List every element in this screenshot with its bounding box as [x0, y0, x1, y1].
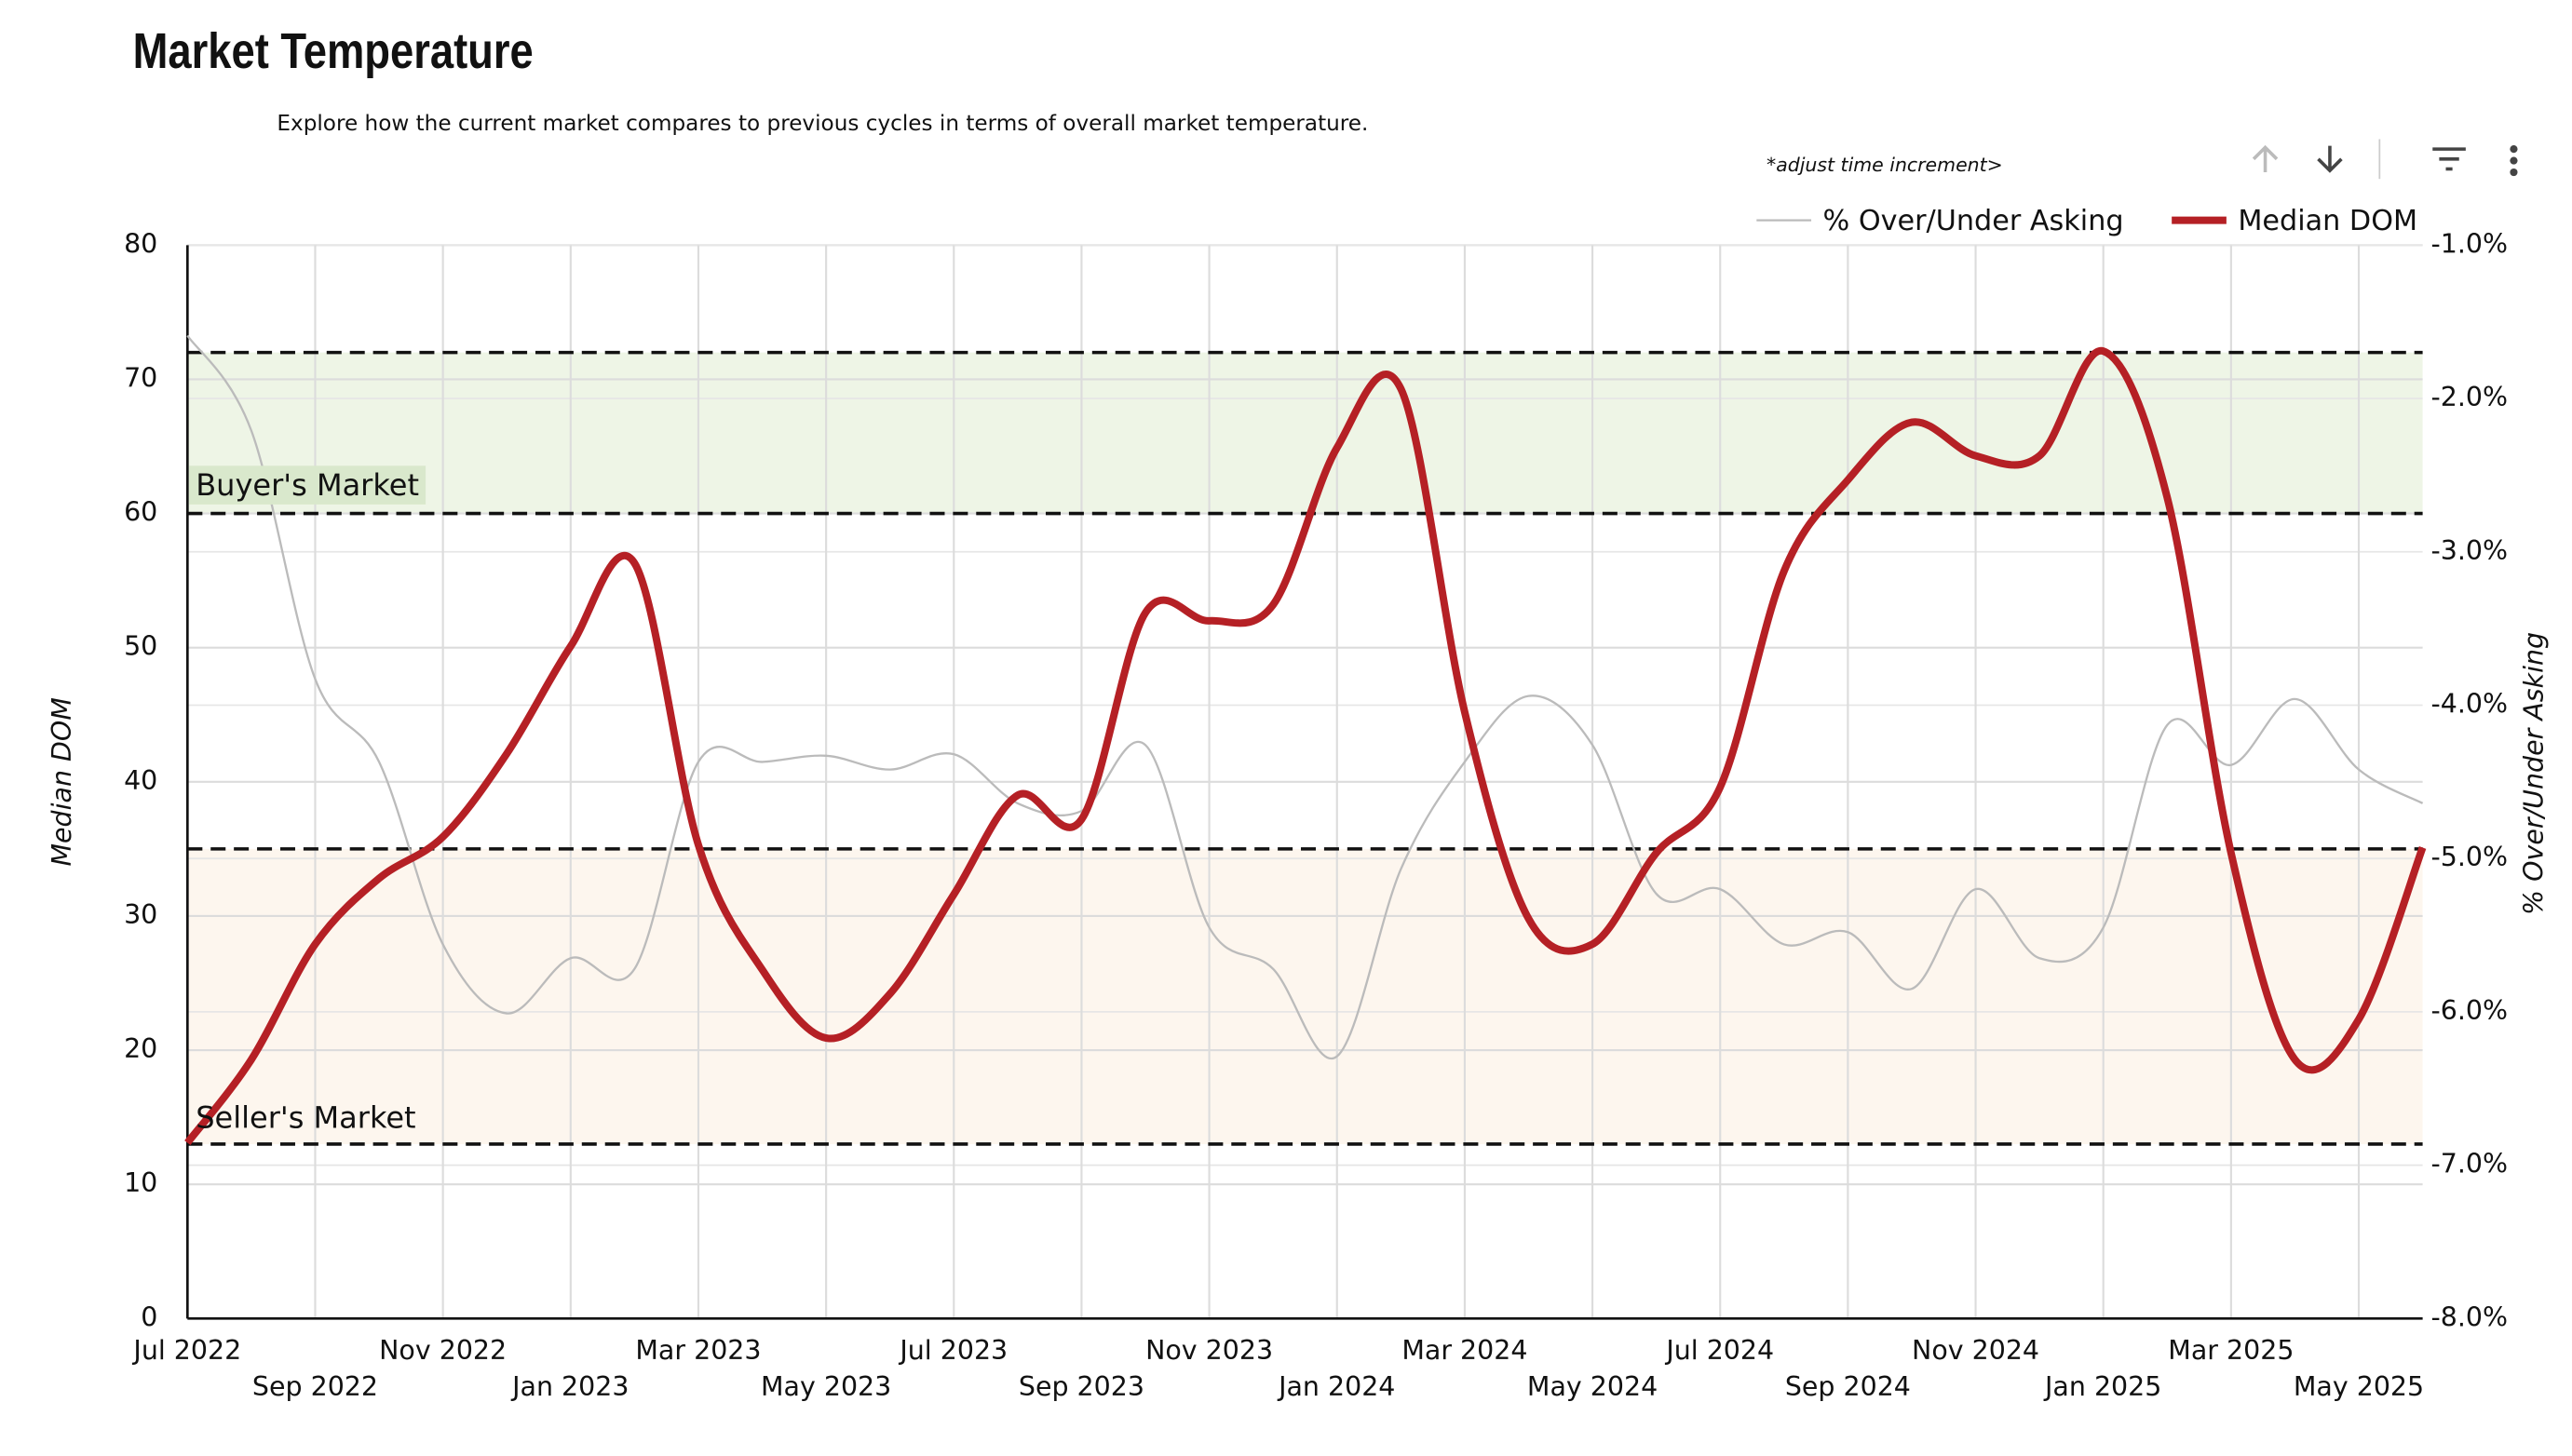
x-tick-label: May 2023 — [761, 1371, 891, 1402]
sort-down-button[interactable] — [2317, 145, 2343, 173]
y-tick-label: 20 — [124, 1033, 157, 1064]
x-tick-label: Jul 2024 — [1664, 1335, 1774, 1366]
band-label: Seller's Market — [196, 1099, 415, 1135]
y2-axis-label: % Over/Under Asking — [2519, 632, 2550, 915]
series-line — [186, 334, 2424, 1060]
y2-tick-label: -4.0% — [2430, 688, 2508, 719]
title: Market Temperature — [133, 23, 534, 78]
more-button[interactable] — [2510, 145, 2518, 177]
filter-button[interactable] — [2432, 147, 2466, 171]
y2-tick-label: -2.0% — [2430, 382, 2508, 412]
x-tick-label: Jan 2024 — [1277, 1371, 1395, 1402]
x-tick-label: Jul 2023 — [898, 1335, 1008, 1366]
series-line — [184, 347, 2427, 1145]
x-tick-label: May 2025 — [2294, 1371, 2424, 1402]
x-tick-label: Nov 2024 — [1912, 1335, 2039, 1366]
y-tick-label: 30 — [124, 899, 157, 930]
legend-label: Median DOM — [2238, 205, 2417, 237]
y-axis-label: Median DOM — [47, 697, 77, 866]
x-tick-label: Mar 2025 — [2168, 1335, 2294, 1366]
y2-tick-label: -1.0% — [2430, 228, 2508, 259]
x-tick-label: Sep 2022 — [252, 1371, 378, 1402]
y-tick-label: 50 — [124, 631, 157, 662]
legend-label: % Over/Under Asking — [1822, 205, 2123, 237]
x-tick-label: Mar 2024 — [1401, 1335, 1527, 1366]
x-tick-label: Nov 2022 — [379, 1335, 507, 1366]
x-tick-label: Jul 2022 — [131, 1335, 241, 1366]
x-tick-label: Sep 2023 — [1019, 1371, 1144, 1402]
x-tick-label: Mar 2023 — [635, 1335, 761, 1366]
y-tick-label: 0 — [141, 1301, 157, 1332]
y2-tick-label: -7.0% — [2430, 1149, 2508, 1180]
band — [187, 848, 2423, 1144]
x-tick-label: Jan 2023 — [510, 1371, 629, 1402]
y-tick-label: 10 — [124, 1167, 157, 1198]
y2-tick-label: -5.0% — [2430, 842, 2508, 872]
y2-tick-label: -3.0% — [2430, 535, 2508, 566]
x-tick-label: Nov 2023 — [1145, 1335, 1273, 1366]
band-label: Buyer's Market — [196, 467, 419, 503]
subtitle: Explore how the current market compares … — [277, 112, 1368, 136]
y-tick-label: 80 — [124, 228, 157, 259]
x-tick-label: May 2024 — [1527, 1371, 1658, 1402]
y-tick-label: 60 — [124, 497, 157, 528]
x-tick-label: Jan 2025 — [2043, 1371, 2161, 1402]
x-tick-label: Sep 2024 — [1785, 1371, 1911, 1402]
y-tick-label: 40 — [124, 765, 157, 796]
y2-tick-label: -8.0% — [2430, 1301, 2508, 1332]
time-increment[interactable]: *adjust time increment> — [1767, 154, 2003, 176]
sort-up-button[interactable] — [2252, 144, 2279, 173]
y2-tick-label: -6.0% — [2430, 995, 2508, 1026]
y-tick-label: 70 — [124, 362, 157, 393]
band — [187, 352, 2423, 514]
band-label-bg — [189, 465, 426, 505]
